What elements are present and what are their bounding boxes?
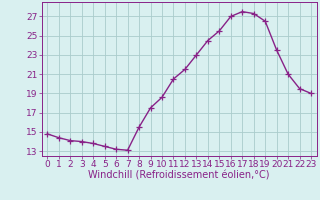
X-axis label: Windchill (Refroidissement éolien,°C): Windchill (Refroidissement éolien,°C) [88, 171, 270, 181]
